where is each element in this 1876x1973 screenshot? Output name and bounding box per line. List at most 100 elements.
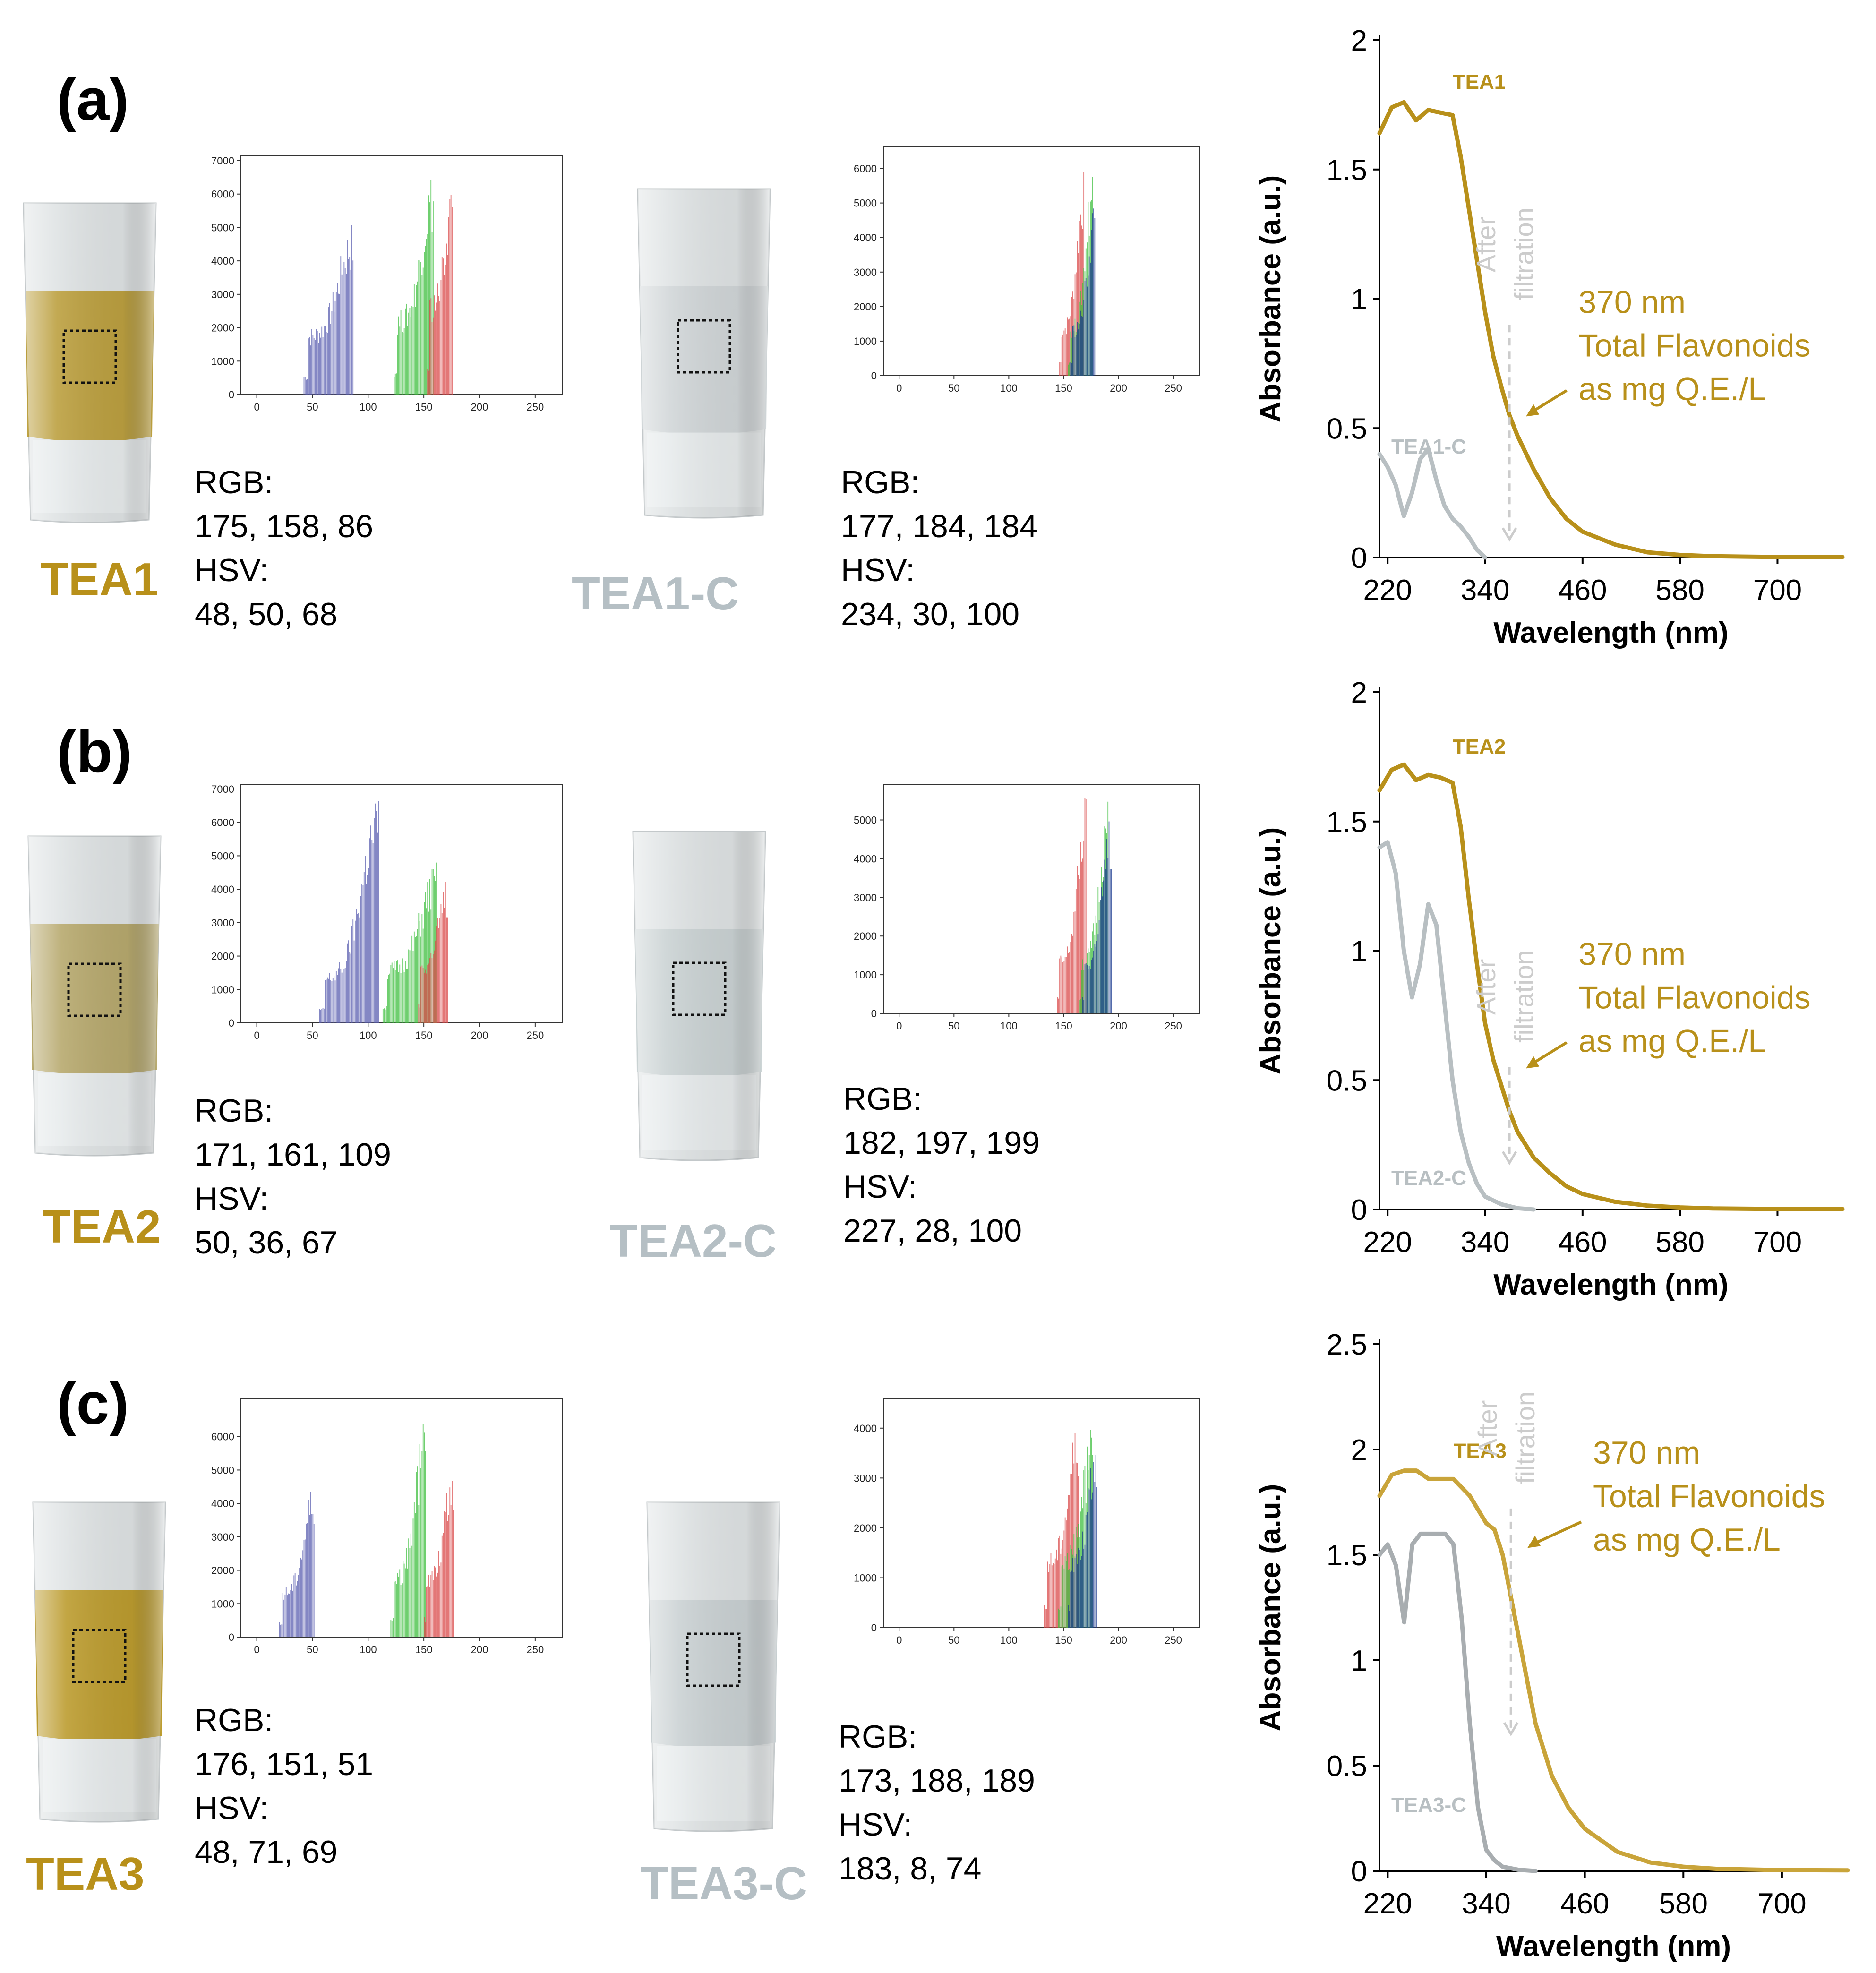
histogram-bar-blue	[1100, 900, 1101, 1013]
annotation-line-2: Total Flavonoids	[1578, 980, 1810, 1016]
histogram-bar-red	[1069, 1495, 1070, 1628]
histogram-bar-red	[449, 199, 451, 395]
histogram-bar-red	[1077, 241, 1078, 376]
x-tick-label: 200	[471, 1029, 488, 1041]
histogram-bar-red	[429, 1587, 430, 1637]
histogram-bar-blue	[1088, 966, 1090, 1013]
histogram-bar-blue	[327, 333, 328, 395]
histogram-bar-blue	[317, 331, 318, 395]
histogram-bar-blue	[347, 943, 348, 1023]
y-tick-label: 1000	[211, 355, 234, 367]
histogram-bar-red	[436, 926, 437, 1023]
x-tick-label: 700	[1753, 1226, 1802, 1259]
histogram-bar-blue	[1108, 821, 1110, 1013]
histogram-bar-blue	[365, 856, 366, 1023]
rgb-label: RGB:	[841, 464, 920, 500]
histogram-bar-blue	[1081, 1556, 1082, 1628]
histogram-bar-green	[417, 1466, 418, 1637]
histogram-bar-blue	[351, 926, 352, 1023]
histogram-bar-red	[443, 892, 444, 1023]
histogram-bar-blue	[1072, 1558, 1073, 1628]
histogram-bar-blue	[366, 884, 367, 1023]
x-tick-label: 460	[1560, 1887, 1609, 1920]
histogram-bar-blue	[1091, 1499, 1092, 1628]
annotation-line-3: as mg Q.E./L	[1593, 1522, 1781, 1558]
x-tick-label: 340	[1461, 1226, 1509, 1259]
histogram-bar-blue	[1082, 1531, 1083, 1628]
histogram-bar-green	[420, 1468, 421, 1637]
histogram-bar-blue	[352, 919, 354, 1023]
y-tick-label: 0	[229, 1017, 234, 1029]
histogram-bar-blue	[1075, 335, 1077, 376]
y-axis-label: Absorbance (a.u.)	[1254, 1484, 1287, 1732]
color-values-tea2-c: RGB: 182, 197, 199 HSV: 227, 28, 100	[843, 1077, 1040, 1253]
x-tick-label: 700	[1757, 1887, 1806, 1920]
y-tick-label: 7000	[211, 783, 234, 795]
histogram-bar-blue	[1102, 896, 1103, 1013]
histogram-bar-blue	[339, 962, 340, 1023]
histogram-bar-blue	[1073, 325, 1075, 376]
y-tick-label: 0.5	[1327, 412, 1367, 445]
histogram-bar-green	[394, 1582, 395, 1637]
y-tick-label: 6000	[854, 163, 877, 175]
hsv-value: 48, 71, 69	[195, 1834, 338, 1870]
histogram-bar-green	[424, 902, 425, 1023]
x-tick-label: 100	[1000, 382, 1018, 394]
histogram-bar-blue	[1111, 869, 1112, 1013]
histogram-bar-red	[431, 1571, 433, 1637]
histogram-bar-blue	[1070, 1572, 1071, 1628]
histogram-bar-red	[1048, 1572, 1049, 1628]
histogram-bar-blue	[1083, 1000, 1085, 1013]
y-tick-label: 3000	[854, 892, 877, 903]
histogram-bar-green	[411, 935, 413, 1023]
x-tick-label: 150	[1055, 1020, 1072, 1032]
histogram-bar-green	[382, 1009, 384, 1023]
histogram-bar-green	[424, 252, 425, 395]
histogram-bar-blue	[310, 1492, 311, 1637]
histogram-bar-green	[433, 201, 434, 395]
y-tick-label: 0	[229, 1631, 234, 1643]
x-tick-label: 580	[1655, 1226, 1704, 1259]
y-tick-label: 3000	[211, 917, 234, 929]
histogram-bar-red	[1078, 875, 1079, 1013]
y-tick-label: 1000	[854, 969, 877, 981]
histogram-bar-red	[433, 317, 434, 395]
y-tick-label: 3000	[854, 1472, 877, 1484]
histogram-bar-blue	[309, 1515, 310, 1637]
histogram-bar-green	[398, 972, 399, 1023]
histogram-bar-blue	[353, 940, 355, 1023]
histogram-bar-green	[394, 961, 395, 1023]
histogram-bar-red	[1054, 1564, 1055, 1628]
histogram-bar-green	[403, 972, 405, 1023]
histogram-bar-blue	[307, 378, 308, 395]
histogram-bar-red	[1060, 362, 1062, 376]
histogram-bar-blue	[322, 1008, 324, 1023]
histogram-bar-red	[1075, 889, 1077, 1013]
histogram-bar-blue	[313, 338, 315, 395]
histogram-bar-blue	[1083, 300, 1085, 376]
histogram-bar-red	[1045, 1609, 1046, 1628]
histogram-bar-blue	[1090, 969, 1091, 1013]
histogram-bar-blue	[1088, 256, 1090, 376]
histogram-bar-red	[429, 300, 430, 395]
histogram-bar-blue	[1071, 363, 1072, 376]
y-tick-label: 2000	[854, 301, 877, 313]
histogram-bar-green	[416, 936, 417, 1023]
histogram-bar-blue	[327, 977, 328, 1023]
histogram-bar-blue	[1074, 1558, 1076, 1628]
histogram-bar-green	[412, 307, 414, 395]
x-tick-label: 250	[1165, 382, 1182, 394]
histogram-bar-red	[1070, 942, 1071, 1013]
histogram-bar-green	[407, 968, 408, 1023]
histogram-bar-blue	[359, 917, 360, 1023]
histogram-bar-red	[427, 965, 428, 1023]
rgb-label: RGB:	[843, 1081, 922, 1117]
y-tick-label: 2000	[211, 1565, 234, 1577]
x-tick-label: 200	[1110, 382, 1127, 394]
histogram-bar-green	[431, 869, 433, 1023]
after-label: After	[1471, 216, 1501, 272]
histogram-bar-red	[1073, 911, 1075, 1013]
histogram-bar-green	[415, 307, 416, 395]
histogram-bar-green	[408, 949, 409, 1023]
histogram-bar-green	[396, 961, 397, 1023]
